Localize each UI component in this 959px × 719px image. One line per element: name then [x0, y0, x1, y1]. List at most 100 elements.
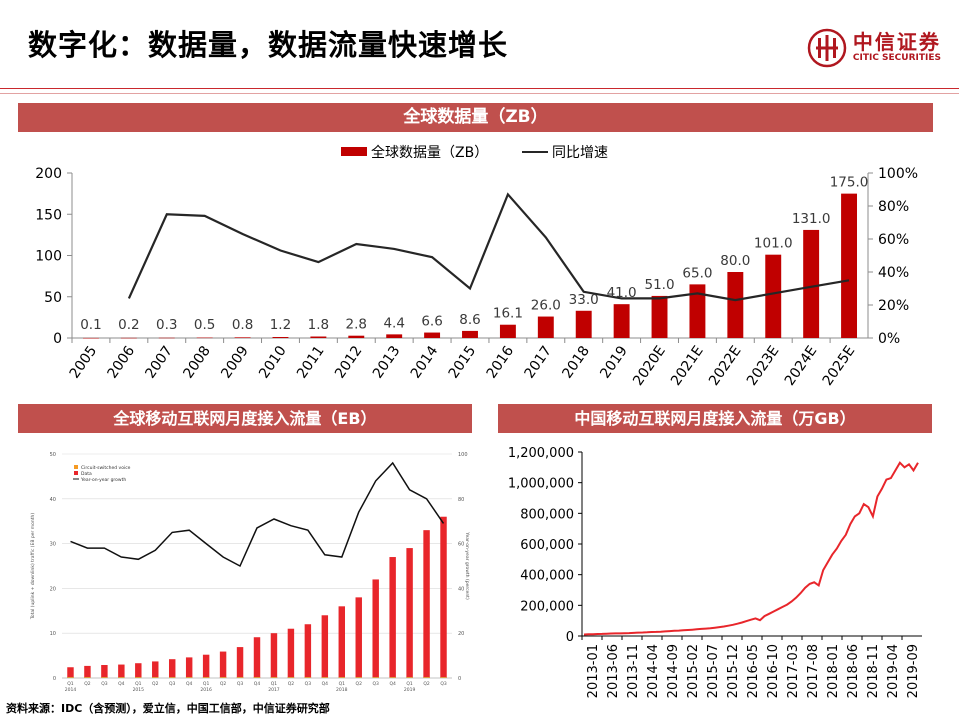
bar-voice: [219, 677, 227, 678]
y2-tick-label: 40: [458, 586, 464, 592]
y2-tick-label: 100%: [878, 166, 918, 182]
bar: [499, 324, 516, 338]
bar: [253, 637, 261, 678]
data-label: 65.0: [682, 265, 712, 281]
x-tick-label: 2017: [522, 343, 556, 381]
mobile-traffic-chart: 0 10 20 30 40 50 0 20 40 60 80 100 Total (uplink + d…: [18, 440, 472, 698]
y2-tick-label: 60%: [878, 232, 909, 248]
x-tick-label: 2013: [370, 343, 404, 381]
bar: [537, 316, 554, 338]
y2-tick-label: 0%: [878, 331, 900, 347]
bar: [236, 647, 244, 678]
x-tick-label: 2022E: [706, 343, 745, 389]
series-line-growth: [70, 461, 445, 568]
y-tick-label: 0: [53, 676, 56, 682]
bar: [689, 284, 706, 338]
x-year-label: 2018: [336, 687, 348, 693]
header-divider-thin: [0, 93, 959, 94]
header-divider: [0, 88, 959, 89]
y-tick-label: 10: [50, 631, 56, 637]
x-tick-label: Q2: [423, 681, 430, 687]
y-tick-label: 20: [50, 586, 56, 592]
bar: [841, 193, 858, 338]
bar-voice: [338, 677, 346, 678]
company-logo: 中信证券 CITIC SECURITIES: [807, 28, 941, 68]
x-tick-label: 2014: [408, 343, 442, 381]
x-year-label: 2017: [268, 687, 280, 693]
bar: [67, 667, 74, 678]
bar-voice: [118, 677, 125, 678]
data-label: 16.1: [493, 306, 523, 322]
bar-voice: [101, 677, 108, 678]
y2-tick-label: 40%: [878, 265, 909, 281]
y-tick-label: 30: [50, 542, 56, 548]
x-tick-label: Q3: [169, 681, 176, 687]
x-tick-label: 2017-03: [786, 644, 801, 698]
bar-voice: [135, 677, 142, 678]
data-label: 80.0: [720, 253, 750, 269]
bar-voice: [372, 677, 379, 678]
bar: [423, 530, 430, 678]
x-tick-label: 2006: [105, 343, 139, 381]
bar: [440, 516, 447, 678]
data-label: 175.0: [830, 175, 869, 191]
bar: [152, 661, 159, 678]
x-year-label: 2014: [65, 687, 77, 693]
bar: [355, 597, 362, 678]
bar: [575, 310, 592, 338]
x-tick-label: 2025E: [820, 343, 859, 389]
bar: [348, 335, 365, 338]
x-tick-label: 2016: [484, 343, 518, 381]
x-tick-label: 2020E: [630, 343, 669, 389]
y2-tick-label: 60: [458, 542, 464, 548]
data-label: 2.8: [346, 317, 367, 333]
y-tick-label: 40: [50, 497, 56, 503]
y-tick-label: 800,000: [520, 507, 574, 522]
y2-tick-label: 20%: [878, 298, 909, 314]
x-tick-label: Q4: [254, 681, 261, 687]
x-tick-label: Q3: [440, 681, 447, 687]
x-tick-label: Q1: [135, 681, 142, 687]
chart-title-china-traffic: 中国移动互联网月度接入流量（万GB）: [498, 404, 932, 433]
x-tick-label: 2016-05: [746, 644, 761, 698]
bar-voice: [152, 677, 159, 678]
x-tick-label: Q2: [220, 681, 227, 687]
bar: [287, 628, 295, 678]
y2-tick-label: 80%: [878, 199, 909, 215]
x-tick-label: Q3: [237, 681, 244, 687]
data-label: 0.1: [80, 317, 101, 333]
page-title: 数字化：数据量，数据流量快速增长: [28, 28, 509, 62]
bar: [372, 579, 379, 678]
data-label: 101.0: [754, 236, 793, 252]
bar-voice: [406, 677, 413, 678]
x-tick-label: Q1: [203, 681, 210, 687]
x-tick-label: 2018-01: [826, 644, 841, 698]
x-tick-label: 2019-04: [886, 644, 901, 698]
chart-legend: 全球数据量（ZB） 同比增速: [341, 144, 608, 161]
bar-voice: [321, 677, 329, 678]
bar-voice: [287, 677, 295, 678]
bar: [118, 664, 125, 678]
y-tick-label: 1,200,000: [508, 446, 574, 461]
bar: [406, 548, 413, 678]
bar: [304, 624, 312, 678]
series-line-growth: [127, 192, 850, 302]
data-label: 33.0: [569, 292, 599, 308]
data-label: 51.0: [644, 277, 674, 293]
bar: [270, 633, 278, 678]
bar: [765, 254, 782, 338]
bar: [120, 337, 137, 339]
x-tick-label: 2015-12: [726, 644, 741, 698]
x-tick-label: 2015: [446, 343, 480, 381]
x-tick-label: 2018-06: [846, 644, 861, 698]
bar: [321, 615, 329, 678]
x-tick-label: Q4: [322, 681, 329, 687]
bar: [82, 337, 99, 339]
bar-voice: [168, 677, 176, 678]
bar-voice: [84, 677, 91, 678]
bar: [386, 334, 403, 338]
china-traffic-chart: 0 200,000 400,000 600,000 800,000 1,000,000 1,…: [508, 446, 922, 698]
x-tick-label: Q4: [118, 681, 125, 687]
bar: [462, 330, 478, 338]
x-tick-label: 2013-11: [626, 644, 641, 698]
